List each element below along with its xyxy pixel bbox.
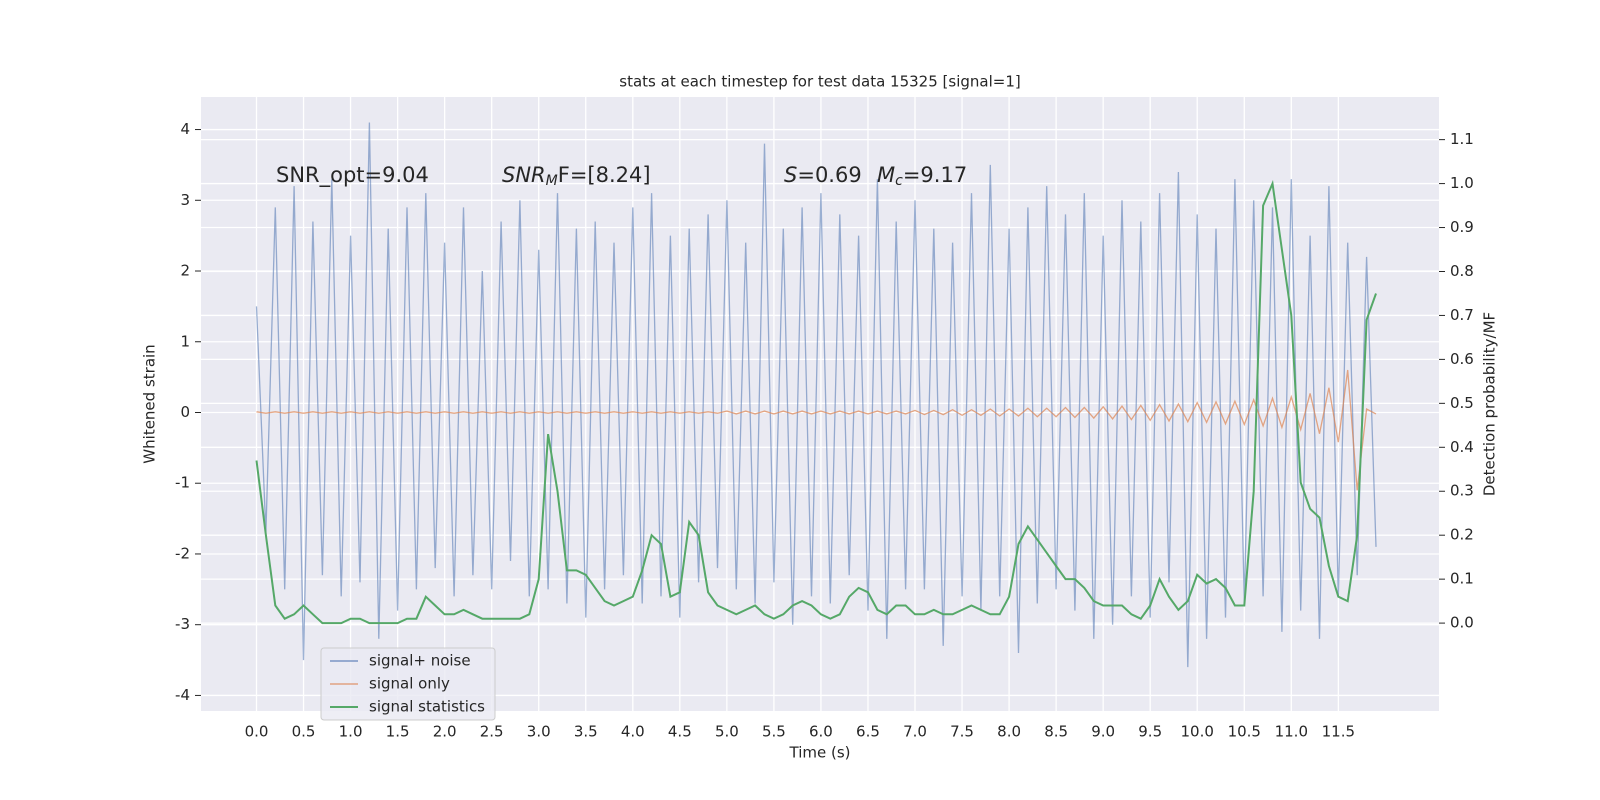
y2-tick-label: 0.3 xyxy=(1450,482,1474,500)
y-tick-label: -2 xyxy=(175,544,190,562)
annotation-text: M xyxy=(877,163,895,187)
y-tick-label: 3 xyxy=(180,191,190,209)
y2-tick-label: 1.0 xyxy=(1450,174,1474,192)
x-tick-label: 7.0 xyxy=(903,723,927,741)
x-tick-label: 10.5 xyxy=(1228,723,1261,741)
x-tick-label: 3.5 xyxy=(574,723,598,741)
legend-label: signal statistics xyxy=(369,698,485,716)
y2-tick-label: 0.1 xyxy=(1450,570,1474,588)
y2-axis-label: Detection probability/MF xyxy=(1481,312,1499,496)
series-line xyxy=(256,369,1377,491)
annotation: SNRMF=[8.24] xyxy=(502,163,651,189)
annotation: SNR_opt=9.04 xyxy=(276,163,429,188)
x-tick-label: 0.0 xyxy=(245,723,269,741)
x-tick-label: 4.0 xyxy=(621,723,645,741)
y2-tick-label: 0.7 xyxy=(1450,306,1474,324)
y2-tick-label: 0.4 xyxy=(1450,438,1474,456)
annotation: S=0.69 xyxy=(784,163,862,187)
x-tick-label: 1.0 xyxy=(339,723,363,741)
x-tick-label: 4.5 xyxy=(668,723,692,741)
legend-label: signal+ noise xyxy=(369,652,471,670)
y2-tick-label: 0.0 xyxy=(1450,614,1474,632)
annotation-after: =9.17 xyxy=(903,163,967,187)
annotation-after: F=[8.24] xyxy=(558,163,651,187)
annotation-sub: M xyxy=(546,173,558,189)
x-tick-label: 9.0 xyxy=(1091,723,1115,741)
y2-tick-label: 1.1 xyxy=(1450,130,1474,148)
x-tick-label: 5.5 xyxy=(762,723,786,741)
y-axis-label: Whitened strain xyxy=(141,344,159,463)
plot-area xyxy=(201,97,1439,711)
x-tick-label: 6.0 xyxy=(809,723,833,741)
series-line xyxy=(255,179,1377,625)
series-line xyxy=(255,122,1377,668)
y-tick-label: -1 xyxy=(175,474,190,492)
x-tick-label: 0.5 xyxy=(292,723,316,741)
x-tick-label: 1.5 xyxy=(386,723,410,741)
chart-title: stats at each timestep for test data 153… xyxy=(619,73,1020,91)
legend: signal+ noise signal only signal statistic… xyxy=(320,647,496,721)
x-tick-label: 11.0 xyxy=(1275,723,1308,741)
x-tick-label: 8.0 xyxy=(997,723,1021,741)
annotation-text: SNR_opt=9.04 xyxy=(276,163,429,188)
y-tick-label: -4 xyxy=(175,686,190,704)
x-tick-label: 7.5 xyxy=(950,723,974,741)
x-axis-label: Time (s) xyxy=(789,744,851,762)
x-tick-label: 9.5 xyxy=(1138,723,1162,741)
legend-label: signal only xyxy=(369,675,450,693)
x-tick-label: 2.0 xyxy=(433,723,457,741)
x-tick-label: 11.5 xyxy=(1322,723,1355,741)
y-tick-label: 0 xyxy=(180,403,190,421)
y2-tick-label: 0.5 xyxy=(1450,394,1474,412)
x-tick-label: 5.0 xyxy=(715,723,739,741)
y-tick-label: 4 xyxy=(180,120,190,138)
x-tick-label: 2.5 xyxy=(480,723,504,741)
y2-tick-label: 0.9 xyxy=(1450,218,1474,236)
y-tick-label: -3 xyxy=(175,615,190,633)
x-tick-label: 6.5 xyxy=(856,723,880,741)
y2-tick-label: 0.2 xyxy=(1450,526,1474,544)
annotation-text: S xyxy=(784,163,797,187)
x-tick-label: 3.0 xyxy=(527,723,551,741)
y2-tick-label: 0.6 xyxy=(1450,350,1474,368)
y-tick-label: 1 xyxy=(180,332,190,350)
y2-tick-label: 0.8 xyxy=(1450,262,1474,280)
x-tick-label: 10.0 xyxy=(1181,723,1214,741)
y-tick-label: 2 xyxy=(180,262,190,280)
x-tick-label: 8.5 xyxy=(1044,723,1068,741)
annotation-text: SNR xyxy=(502,163,546,187)
legend-box xyxy=(320,647,496,721)
annotation: Mc=9.17 xyxy=(877,163,967,189)
annotation-after: =0.69 xyxy=(797,163,861,187)
annotation-sub: c xyxy=(895,173,903,189)
